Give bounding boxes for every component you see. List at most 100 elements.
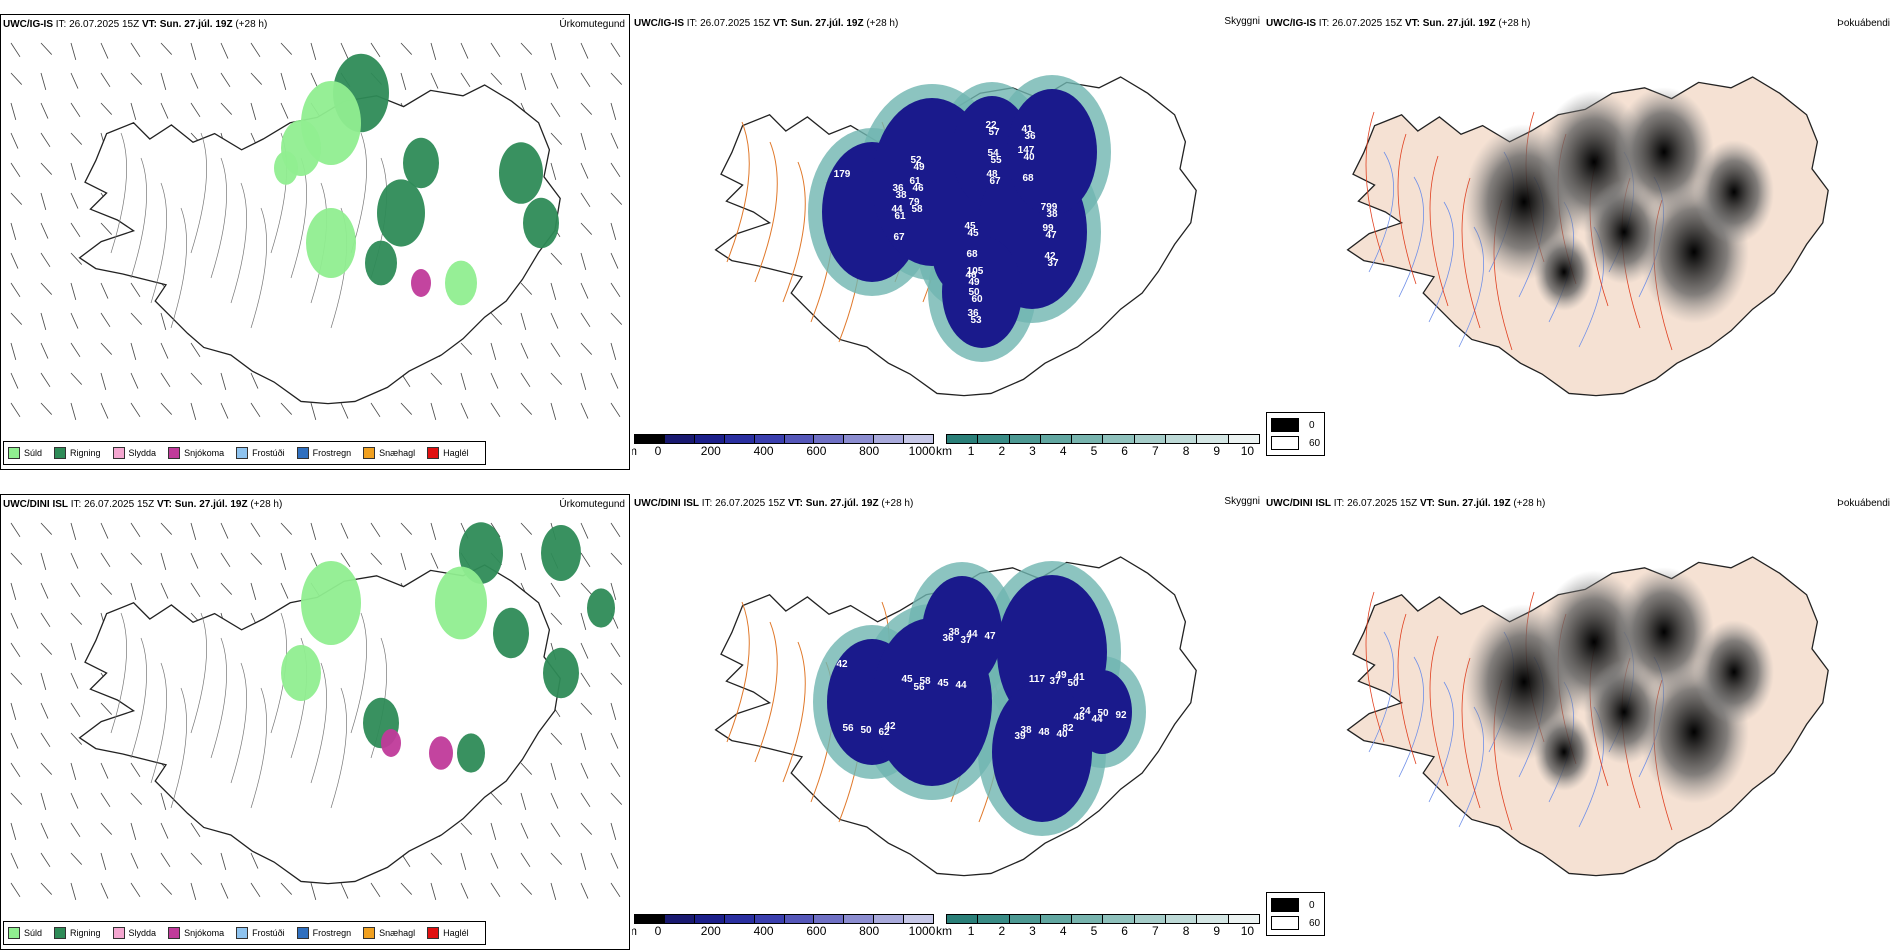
visibility-value: 117 — [1029, 674, 1046, 685]
visibility-value: 42 — [836, 659, 848, 670]
legend-swatch — [236, 447, 249, 459]
legend-label: Rigning — [70, 448, 101, 458]
colorbar-tick: 800 — [859, 444, 880, 458]
visibility-value: 67 — [893, 232, 905, 243]
visibility-value: 44 — [966, 629, 978, 640]
legend-swatch — [296, 927, 309, 939]
colorbar-tick: 0 — [654, 444, 662, 458]
fog-legend-swatch — [1271, 418, 1299, 432]
colorbar-tick: 800 — [859, 924, 880, 938]
visibility-value: 50 — [1067, 678, 1079, 689]
colorbar-tick: 400 — [753, 444, 774, 458]
visibility-value: 50 — [1097, 708, 1109, 719]
visibility-value: 47 — [984, 631, 996, 642]
legend-swatch — [296, 447, 309, 459]
panel-header: UWC/DINI ISL IT: 26.07.2025 15Z VT: Sun.… — [3, 499, 283, 510]
colorbar-tick: 3 — [1029, 444, 1036, 458]
fog-indicator-panel-ig: UWC/IG-IS IT: 26.07.2025 15Z VT: Sun. 27… — [1264, 14, 1894, 470]
colorbar-tick: 5 — [1090, 444, 1098, 458]
legend-label: Frostregn — [312, 928, 352, 938]
visibility-value: 179 — [834, 169, 851, 180]
visibility-value: 36 — [967, 308, 979, 319]
visibility-value: 79 — [908, 197, 920, 208]
legend-label: Snjókoma — [184, 928, 225, 938]
visibility-value: 58 — [919, 676, 931, 687]
visibility-value: 799 — [1041, 202, 1058, 213]
fog-map — [1346, 76, 1829, 397]
visibility-value: 48 — [1038, 727, 1050, 738]
legend-label: Súld — [24, 448, 43, 458]
visibility-value: 42 — [884, 721, 896, 732]
visibility-value: 68 — [1022, 173, 1034, 184]
visibility-value: 52 — [910, 155, 922, 166]
visibility-map: 179 49 55 37 36 60 49 38 46 67 38 40 53 45 61 58 57 47 68 1… — [714, 75, 1197, 397]
colorbar-tick: 8 — [1182, 444, 1190, 458]
legend-item: Frostregn — [296, 447, 351, 459]
fog-legend-row: 0 — [1271, 896, 1320, 914]
legend-item: Rigning — [54, 447, 101, 459]
colorbar-tick: 3 — [1029, 924, 1036, 938]
fog-map — [1346, 556, 1829, 877]
visibility-value: 45 — [964, 221, 976, 232]
legend-item: Haglél — [427, 447, 469, 459]
visibility-map: 4256375039446244363740485045471174892565… — [714, 556, 1197, 877]
legend-item: Súld — [8, 447, 42, 459]
legend-label: Súld — [24, 928, 43, 938]
legend-label: Rigning — [70, 928, 101, 938]
visibility-m-colorbar: m02004006008001000 — [632, 434, 935, 458]
legend-item: Haglél — [427, 927, 469, 939]
fog-legend-swatch — [1271, 436, 1299, 450]
legend-swatch — [363, 447, 376, 459]
precip-map — [10, 522, 623, 901]
fog-legend: 0 60 — [1266, 412, 1326, 456]
panel-header: UWC/IG-IS IT: 26.07.2025 15Z VT: Sun. 27… — [3, 19, 268, 30]
visibility-value: 45 — [937, 678, 949, 689]
visibility-value: 37 — [960, 635, 972, 646]
colorbar-tick: 4 — [1059, 444, 1067, 458]
legend-swatch — [427, 927, 440, 939]
panel-title: Skyggni — [1224, 16, 1260, 27]
legend-swatch — [236, 927, 249, 939]
legend-item: Slydda — [112, 927, 156, 939]
colorbar-tick: 2 — [998, 444, 1006, 458]
legend-swatch — [54, 447, 67, 459]
visibility-panel-dini: UWC/DINI ISL IT: 26.07.2025 15Z VT: Sun.… — [632, 494, 1262, 950]
legend-label: Haglél — [443, 448, 469, 458]
colorbar-tick: 7 — [1151, 924, 1159, 938]
visibility-value: 82 — [1062, 723, 1074, 734]
precip-legend: Súld Rigning Slydda Snjókoma Frostúði Frostre… — [3, 921, 486, 945]
colorbar-tick: 6 — [1121, 444, 1128, 458]
colorbar-tick: 5 — [1090, 924, 1098, 938]
colorbar-tick: 0 — [654, 924, 662, 938]
precip-map — [10, 42, 623, 421]
fog-indicator-panel-dini: UWC/DINI ISL IT: 26.07.2025 15Z VT: Sun.… — [1264, 494, 1894, 950]
visibility-km-colorbar: km 1 2 3 4 5 6 7 8 9 10 — [936, 914, 1260, 938]
legend-label: Snæhagl — [379, 448, 416, 458]
visibility-value: 56 — [913, 682, 925, 693]
visibility-value: 147 — [1018, 145, 1035, 156]
legend-swatch — [8, 447, 20, 459]
visibility-value: 38 — [1020, 725, 1032, 736]
legend-swatch — [363, 927, 376, 939]
visibility-value: 48 — [986, 169, 998, 180]
legend-swatch — [54, 927, 67, 939]
visibility-value: 68 — [966, 249, 978, 260]
precip-legend: Súld Rigning Slydda Snjókoma Frostúði Frostre… — [3, 441, 486, 465]
colorbar-tick: 1 — [967, 444, 975, 458]
colorbar-tick: 6 — [1121, 924, 1128, 938]
legend-label: Slydda — [128, 448, 157, 458]
visibility-value: 61 — [894, 211, 906, 222]
precip-type-panel-dini: UWC/DINI ISL IT: 26.07.2025 15Z VT: Sun.… — [0, 494, 630, 950]
legend-item: Snæhagl — [363, 927, 415, 939]
precip-type-panel-ig: UWC/IG-IS IT: 26.07.2025 15Z VT: Sun. 27… — [0, 14, 630, 470]
fog-legend-row: 0 — [1271, 416, 1320, 434]
visibility-value: 49 — [968, 277, 980, 288]
legend-item: Súld — [8, 927, 42, 939]
fog-legend: 0 60 — [1266, 892, 1326, 936]
fog-legend-swatch — [1271, 916, 1299, 930]
visibility-value: 41 — [1073, 672, 1085, 683]
legend-swatch — [112, 447, 125, 459]
legend-swatch — [427, 447, 440, 459]
visibility-value: 24 — [1079, 706, 1091, 717]
visibility-value: 48 — [1073, 712, 1085, 723]
